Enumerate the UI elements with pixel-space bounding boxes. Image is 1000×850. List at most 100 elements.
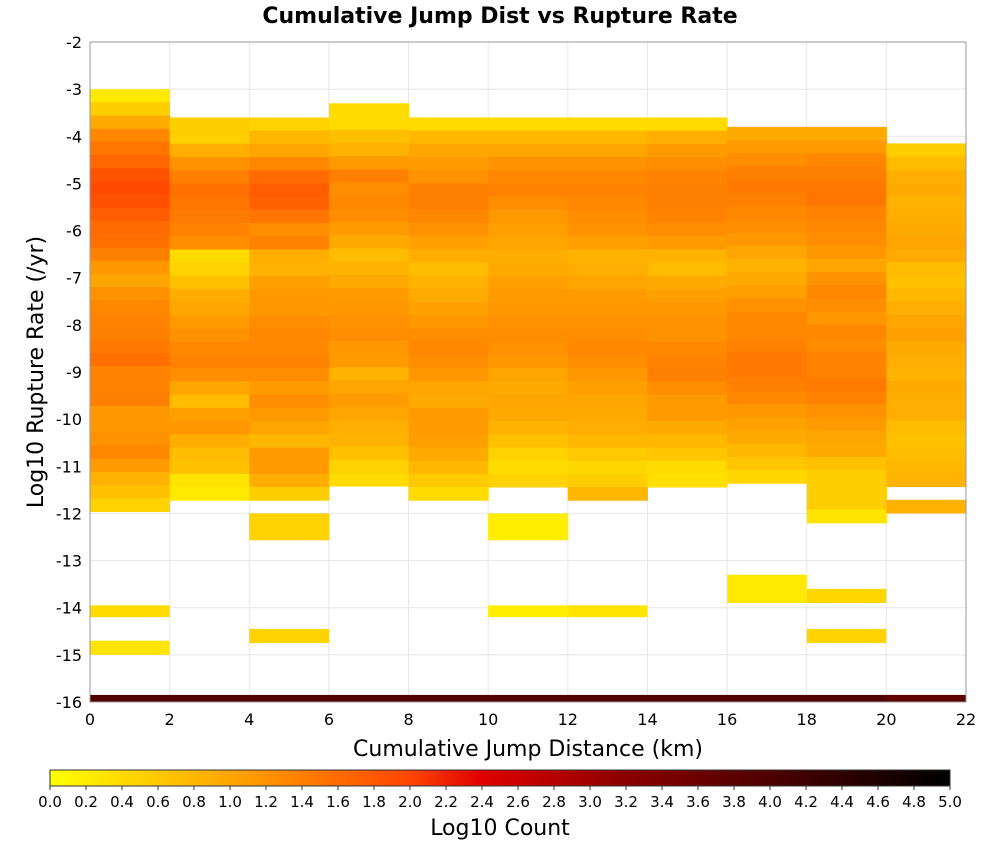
heatmap-cell <box>488 394 569 409</box>
x-tick-label: 20 <box>876 710 896 729</box>
heatmap-cell <box>90 115 171 130</box>
heatmap-cell <box>408 249 489 264</box>
heatmap-cell <box>488 196 569 211</box>
heatmap-cell <box>169 223 250 237</box>
heatmap-cell <box>169 447 250 462</box>
heatmap-cell <box>328 420 410 434</box>
heatmap-cell <box>90 273 171 288</box>
heatmap-cell <box>488 236 569 250</box>
heatmap-cell <box>567 605 648 618</box>
heatmap-cell <box>488 249 569 264</box>
heatmap-cell <box>249 170 330 184</box>
heatmap-cell <box>90 458 171 473</box>
heatmap-cell <box>90 605 170 618</box>
colorbar-tick-label: 4.0 <box>758 793 782 811</box>
heatmap-cell <box>408 183 489 198</box>
heatmap-cell <box>90 194 171 209</box>
heatmap-cell <box>328 222 410 236</box>
y-tick-label: -7 <box>66 269 82 288</box>
heatmap-cell <box>488 209 569 224</box>
heatmap-cell <box>647 394 728 409</box>
heatmap-cell <box>567 694 648 702</box>
heatmap-cell <box>806 430 887 445</box>
heatmap-cell <box>249 143 330 158</box>
heatmap-cell <box>727 245 808 260</box>
heatmap-cell <box>647 328 728 343</box>
heatmap-cell <box>647 434 728 448</box>
heatmap-cell <box>806 456 887 471</box>
heatmap-cell <box>249 526 330 541</box>
heatmap-cell <box>249 183 330 198</box>
heatmap-cell <box>169 157 250 171</box>
heatmap-cell <box>328 380 410 395</box>
x-tick-label: 14 <box>637 710 657 729</box>
heatmap-cell <box>886 275 967 290</box>
heatmap-cell <box>249 381 330 396</box>
heatmap-cell <box>727 470 808 484</box>
heatmap-cell <box>90 419 171 433</box>
heatmap-cell <box>806 694 887 702</box>
heatmap-cell <box>886 341 967 356</box>
heatmap-cell <box>408 355 489 369</box>
heatmap-cell <box>328 327 410 342</box>
heatmap-cell <box>90 247 171 262</box>
heatmap-cell <box>886 222 967 237</box>
heatmap-cell <box>567 421 648 435</box>
heatmap-cell <box>727 404 808 418</box>
colorbar-tick-label: 0.2 <box>74 793 98 811</box>
heatmap-cell <box>408 302 489 316</box>
heatmap-cell <box>567 407 648 422</box>
heatmap-cell <box>169 434 250 448</box>
heatmap-cell <box>806 140 887 154</box>
heatmap-cell <box>90 181 171 196</box>
heatmap-cell <box>567 315 648 330</box>
heatmap-cell <box>328 367 410 381</box>
heatmap-cell <box>328 169 410 183</box>
colorbar-tick-label: 1.4 <box>290 793 314 811</box>
heatmap-cell <box>249 275 330 290</box>
heatmap-cell <box>647 157 728 171</box>
heatmap-cell <box>328 182 410 197</box>
heatmap-cell <box>806 588 887 603</box>
heatmap-cell <box>886 407 967 422</box>
heatmap-cell <box>806 258 887 273</box>
heatmap-cell <box>567 434 648 448</box>
heatmap-cell <box>169 130 250 145</box>
heatmap-cell <box>727 417 808 431</box>
heatmap-cell <box>567 447 648 462</box>
heatmap-cell <box>408 315 489 330</box>
colorbar-tick-label: 4.8 <box>902 793 926 811</box>
heatmap-cell <box>567 117 648 132</box>
heatmap-cell <box>727 140 808 154</box>
heatmap-cell <box>169 143 250 158</box>
heatmap-cell <box>806 483 887 497</box>
heatmap-cell <box>886 248 967 263</box>
heatmap-cell <box>328 433 410 447</box>
heatmap-cell <box>408 421 489 435</box>
heatmap-cell <box>408 407 489 422</box>
heatmap-cell <box>249 513 330 528</box>
x-tick-label: 4 <box>244 710 254 729</box>
heatmap-cell <box>806 179 887 194</box>
colorbar-tick-label: 1.6 <box>326 793 350 811</box>
heatmap-cell <box>488 143 569 158</box>
heatmap-cell <box>408 394 489 409</box>
heatmap-cell <box>727 272 808 286</box>
heatmap-cell <box>169 460 250 475</box>
heatmap-cell <box>567 170 648 184</box>
colorbar-tick-label: 5.0 <box>938 793 962 811</box>
heatmap-cell <box>408 196 489 211</box>
heatmap-cell <box>408 434 489 448</box>
colorbar-tick-label: 0.6 <box>146 793 170 811</box>
heatmap-cell <box>408 262 489 277</box>
heatmap-cell <box>90 128 171 143</box>
colorbar-tick-label: 3.6 <box>686 793 710 811</box>
heatmap-cell <box>886 143 967 158</box>
heatmap-cell <box>90 141 171 156</box>
heatmap-cell <box>90 640 170 655</box>
heatmap-cell <box>727 219 808 233</box>
heatmap-cell <box>806 311 887 326</box>
heatmap-cell <box>249 341 330 356</box>
heatmap-cell <box>647 694 728 702</box>
heatmap-cell <box>169 487 250 501</box>
